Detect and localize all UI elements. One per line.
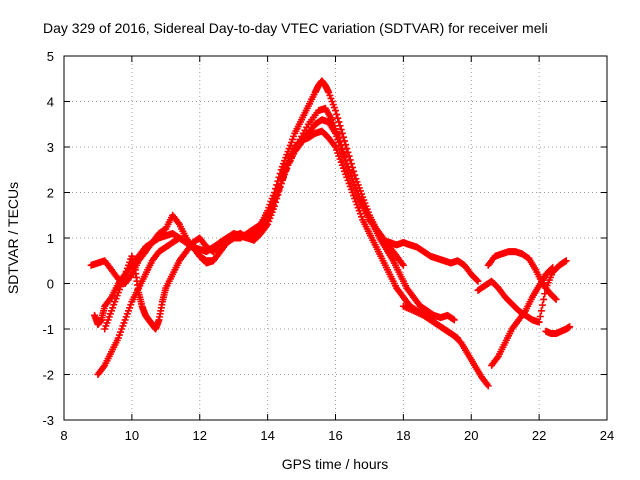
x-tick-label: 18 [396,428,410,443]
y-tick-label: -2 [42,368,54,383]
x-axis-label: GPS time / hours [282,456,389,472]
data-point [399,261,407,269]
data-point [484,382,492,390]
y-tick-label: 3 [47,140,54,155]
series-sat-e [399,302,492,390]
series-sat-f [474,257,570,326]
y-tick-label: 4 [47,95,54,110]
data-point [549,264,557,272]
x-tick-label: 20 [464,428,478,443]
x-tick-label: 12 [193,428,207,443]
data-point [552,295,560,303]
data-point [540,295,548,303]
series-sat-a [91,77,482,328]
data-point [551,294,559,302]
y-tick-label: 2 [47,186,54,201]
x-tick-label: 16 [328,428,342,443]
x-tick-label: 8 [60,428,67,443]
data-point [473,276,481,284]
data-point [566,323,574,331]
data-point [562,257,570,265]
series-sat-h [488,264,557,369]
y-tick-label: 5 [47,49,54,64]
plot-frame [63,55,608,421]
series-sat-i [542,323,574,338]
y-tick-label: -3 [42,413,54,428]
data-point [537,307,545,315]
data-point [450,316,458,324]
data-point [483,380,491,388]
series-sat-c [94,127,462,378]
data-point [100,363,108,371]
y-tick-label: 0 [47,277,54,292]
data-point [398,260,406,268]
series-sat-d [101,116,407,333]
y-axis-label: SDTVAR / TECUs [5,182,21,294]
data-point [493,354,501,362]
data-point [474,277,482,285]
points-layer [87,77,574,390]
x-tick-label: 14 [260,428,274,443]
data-point [174,219,182,227]
data-point [262,217,270,225]
y-tick-label: 1 [47,231,54,246]
x-tick-label: 22 [532,428,546,443]
data-point [333,110,341,118]
x-tick-label: 10 [125,428,139,443]
data-point [127,272,135,280]
data-point [535,318,543,326]
data-point [520,308,528,316]
data-point [539,301,547,309]
data-point [332,107,339,115]
data-point [536,312,544,320]
data-point [548,265,556,273]
grid-layer [64,56,607,420]
x-tick-label: 24 [600,428,614,443]
chart-title: Day 329 of 2016, Sidereal Day-to-day VTE… [43,20,548,36]
data-point [350,167,358,175]
y-tick-label: -1 [42,322,54,337]
data-point [338,129,346,137]
data-point [334,114,342,122]
